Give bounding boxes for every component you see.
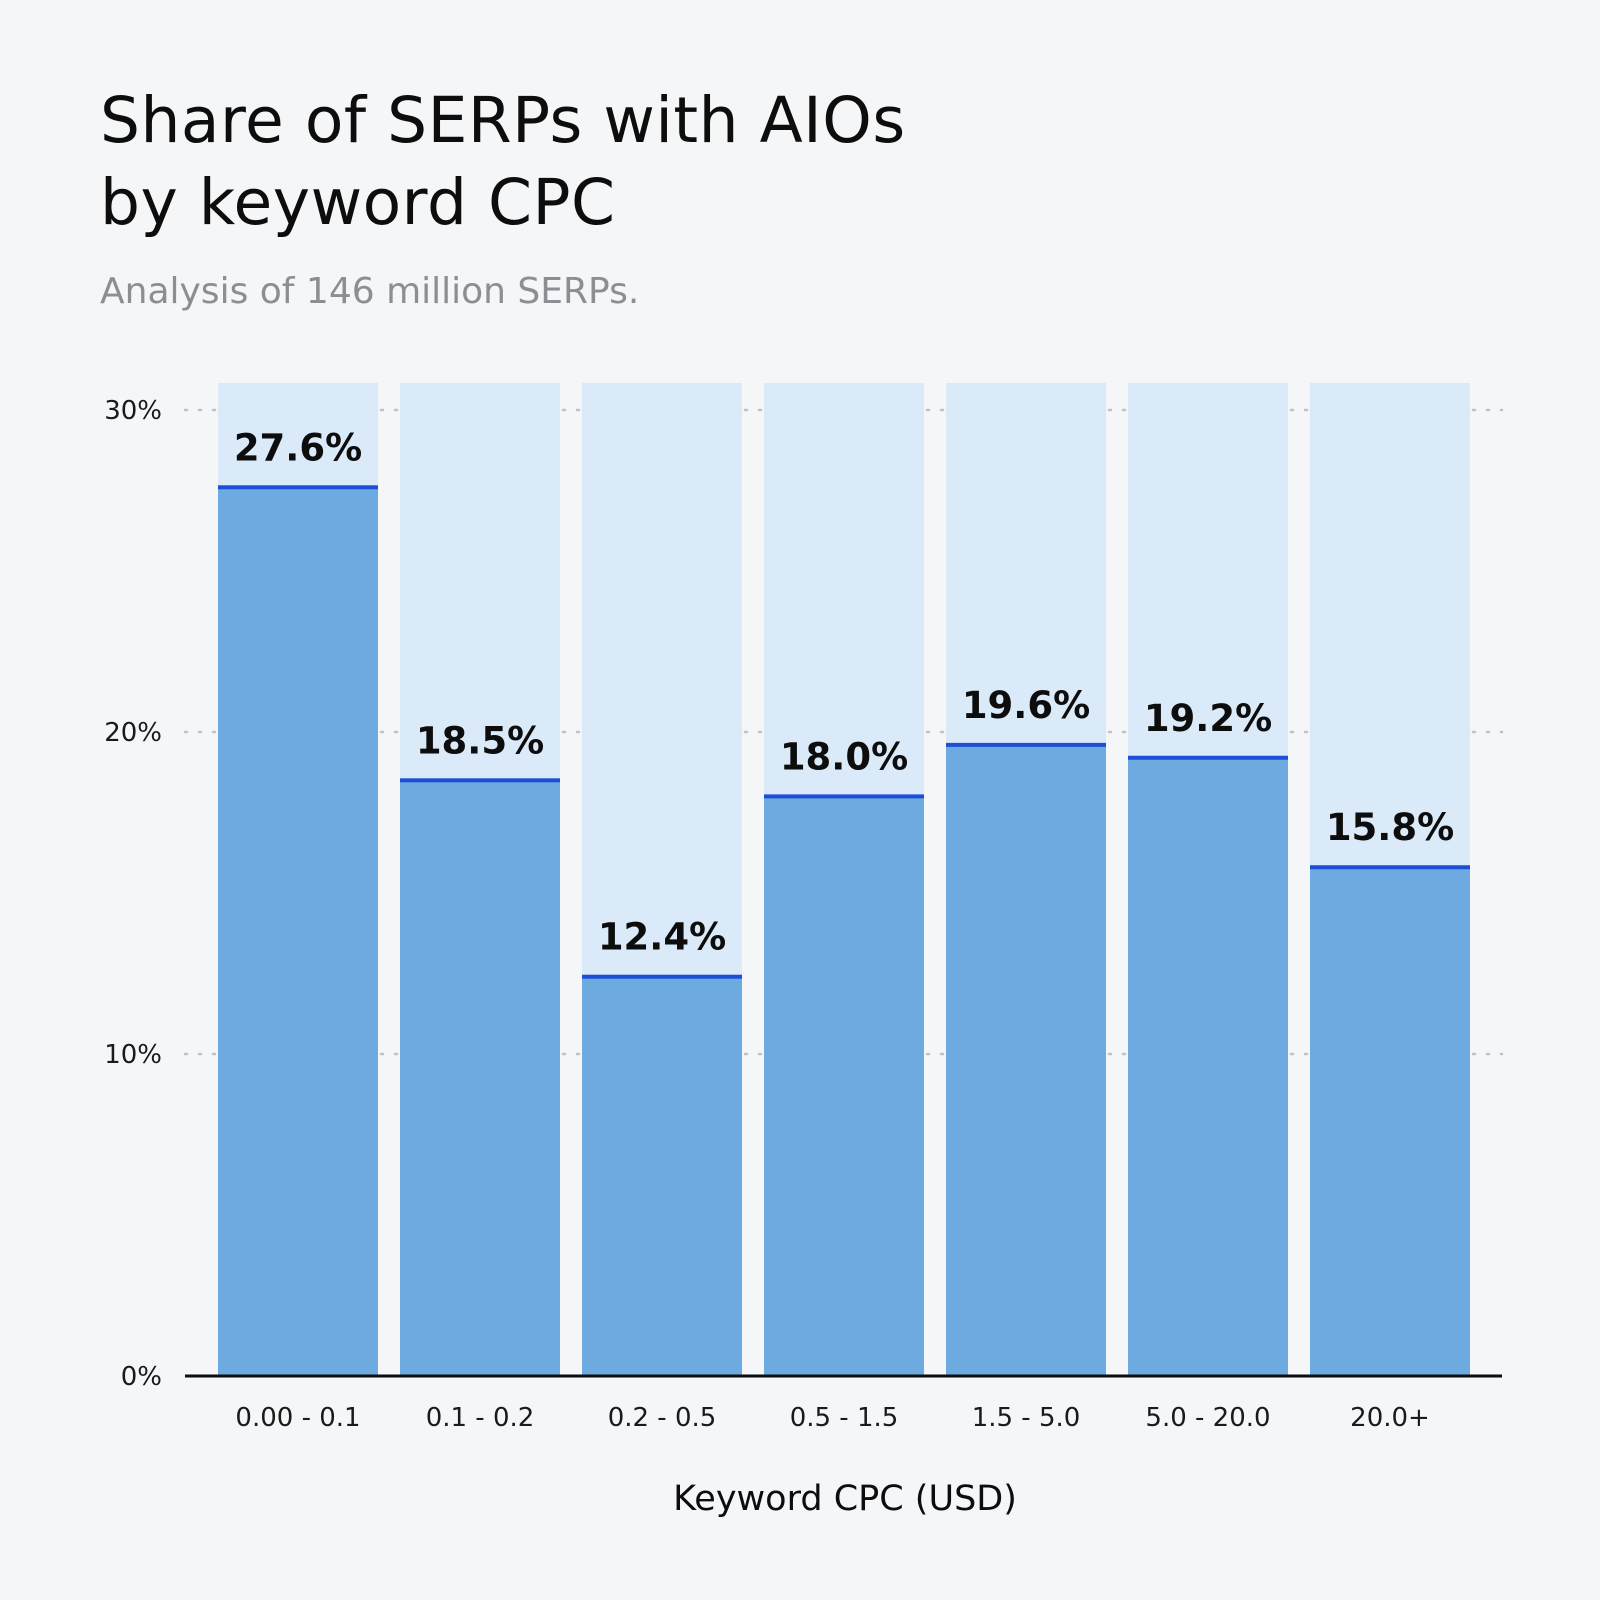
data-label: 19.6% xyxy=(962,684,1090,727)
chart-title-line-2: by keyword CPC xyxy=(100,166,616,239)
x-tick-label: 0.2 - 0.5 xyxy=(608,1403,717,1433)
bar xyxy=(582,976,742,1376)
x-tick-label: 0.5 - 1.5 xyxy=(790,1403,899,1433)
x-axis-ticks: 0.00 - 0.1 0.1 - 0.2 0.2 - 0.5 0.5 - 1.5 1.5… xyxy=(235,1403,1429,1433)
data-labels: 27.6% 18.5% 12.4% 18.0% 19.6% 19.2% 15.8% xyxy=(234,426,1454,958)
x-tick-label: 0.1 - 0.2 xyxy=(426,1403,535,1433)
y-tick-label: 0% xyxy=(121,1362,162,1392)
bar xyxy=(218,487,378,1376)
data-label: 18.5% xyxy=(416,719,544,762)
y-tick-label: 20% xyxy=(104,718,162,748)
chart-subtitle: Analysis of 146 million SERPs. xyxy=(100,271,640,312)
chart-title: Share of SERPs with AIOs by keyword CPC xyxy=(100,80,1200,244)
x-tick-label: 1.5 - 5.0 xyxy=(972,1403,1081,1433)
chart-title-line-1: Share of SERPs with AIOs xyxy=(100,84,906,157)
bar-top-line xyxy=(946,742,1106,747)
y-tick-label: 10% xyxy=(104,1040,162,1070)
x-tick-label: 20.0+ xyxy=(1350,1403,1430,1433)
bar-top-line xyxy=(400,778,560,783)
bar-top-line xyxy=(764,794,924,799)
bar-top-line xyxy=(1310,865,1470,870)
data-label: 18.0% xyxy=(780,735,908,778)
bar xyxy=(1310,867,1470,1376)
y-axis-ticks: 0% 10% 20% 30% xyxy=(104,396,162,1392)
bar xyxy=(400,780,560,1376)
bar-top-line xyxy=(218,485,378,490)
data-label: 19.2% xyxy=(1144,697,1272,740)
bar xyxy=(764,796,924,1376)
data-label: 15.8% xyxy=(1326,806,1454,849)
data-label: 12.4% xyxy=(598,916,726,959)
x-tick-label: 5.0 - 20.0 xyxy=(1145,1403,1270,1433)
bar xyxy=(1128,757,1288,1376)
bars xyxy=(218,383,1470,1376)
y-tick-label: 30% xyxy=(104,396,162,426)
bar-top-line xyxy=(1128,755,1288,760)
bar xyxy=(946,744,1106,1376)
x-tick-label: 0.00 - 0.1 xyxy=(235,1403,360,1433)
x-axis-title: Keyword CPC (USD) xyxy=(673,1479,1017,1519)
data-label: 27.6% xyxy=(234,426,362,469)
bar-top-line xyxy=(582,974,742,979)
